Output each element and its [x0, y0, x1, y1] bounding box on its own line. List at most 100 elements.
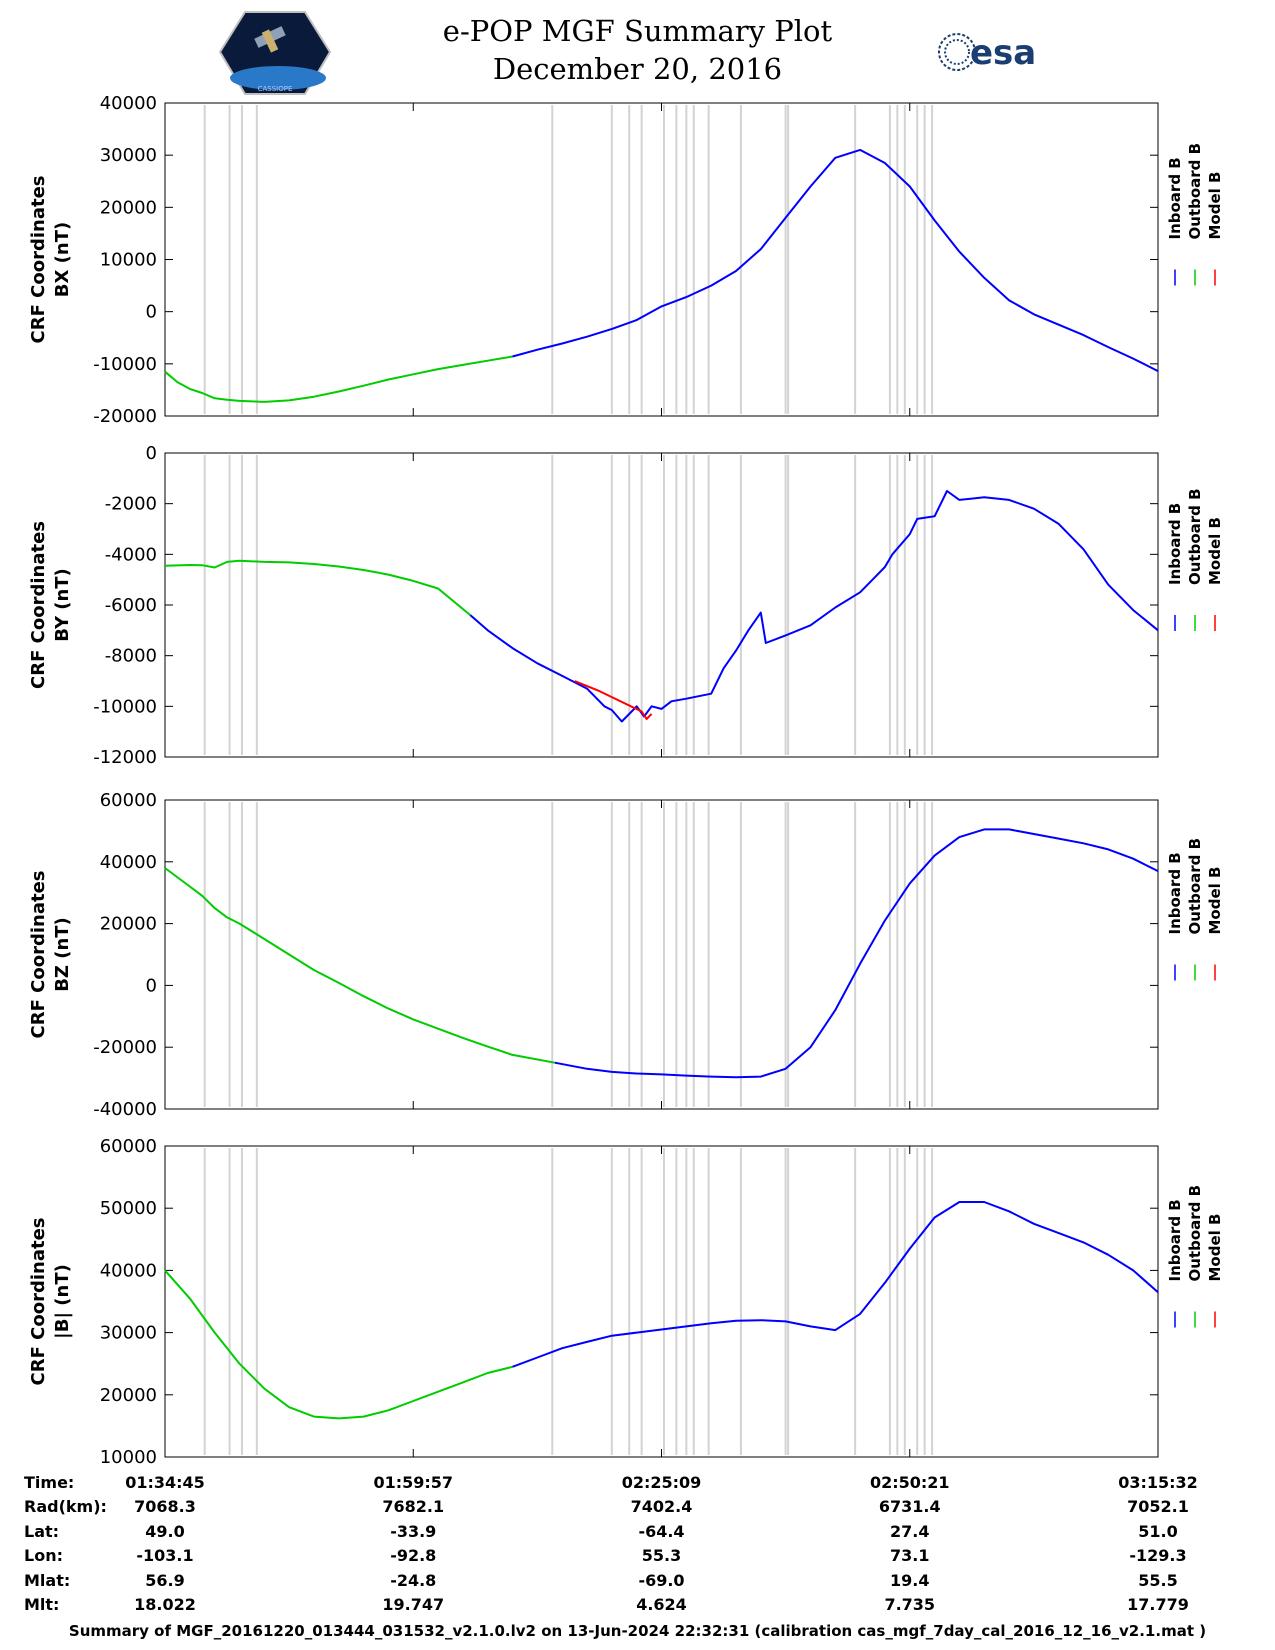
legend-label: Inboard B	[1166, 1199, 1184, 1281]
y-axis-label-line1: CRF Coordinates	[28, 1218, 49, 1386]
y-tick-label: 40000	[100, 1260, 157, 1281]
info-cell: -33.9	[390, 1522, 436, 1541]
info-cell: 7052.1	[1127, 1497, 1189, 1516]
series-line-outboard-b	[164, 1269, 513, 1420]
info-row-label: Time:	[24, 1473, 74, 1492]
info-row-label: Lon:	[24, 1546, 63, 1565]
y-tick-label: -20000	[93, 1037, 157, 1058]
esa-logo-icon: esa	[938, 33, 1036, 73]
legend-label: Model B	[1206, 172, 1224, 240]
y-tick-label: -2000	[105, 494, 157, 515]
series-line-inboard-b	[469, 490, 1159, 723]
info-cell: 55.3	[642, 1546, 681, 1565]
y-tick-label: -10000	[93, 696, 157, 717]
legend-label: Outboard B	[1186, 488, 1204, 585]
info-row-label: Rad(km):	[24, 1497, 107, 1516]
y-axis-label-line2: BY (nT)	[52, 568, 73, 642]
info-cell: 7.735	[884, 1595, 935, 1614]
y-axis-label-line1: CRF Coordinates	[28, 871, 49, 1039]
panel-0: 40000 30000 20000 10000 0 -10000 -20000 CRF Coo…	[28, 93, 1224, 427]
series-line-inboard-b	[512, 1201, 1159, 1368]
info-cell: -24.8	[390, 1571, 436, 1590]
info-row-label: Mlat:	[24, 1571, 70, 1590]
info-cell: 7402.4	[631, 1497, 693, 1516]
orbit-info-table: Time: Rad(km): Lat: Lon: Mlat: Mlt: 01:34:45 70…	[24, 1473, 1198, 1614]
y-tick-label: 30000	[100, 145, 157, 166]
y-tick-label: 60000	[100, 1136, 157, 1157]
y-tick-label: 10000	[100, 250, 157, 271]
info-cell: 6731.4	[879, 1497, 941, 1516]
y-tick-label: -8000	[105, 646, 157, 667]
y-tick-label: 40000	[100, 93, 157, 114]
y-tick-label: -10000	[93, 354, 157, 375]
info-cell: 17.779	[1127, 1595, 1189, 1614]
y-tick-label: -4000	[105, 544, 157, 565]
panel-2: 60000 40000 20000 0 -20000 -40000 CRF Coordina…	[28, 790, 1224, 1120]
info-cell: 18.022	[134, 1595, 196, 1614]
plot-date: December 20, 2016	[492, 52, 783, 86]
info-cell: 4.624	[636, 1595, 687, 1614]
info-cell: 51.0	[1138, 1522, 1177, 1541]
info-row-label: Lat:	[24, 1522, 59, 1541]
y-axis-label-line1: CRF Coordinates	[28, 521, 49, 689]
y-axis-label-line2: BZ (nT)	[52, 917, 73, 992]
y-tick-label: 0	[146, 302, 157, 323]
info-cell: 02:50:21	[870, 1473, 950, 1492]
info-cell: 01:59:57	[373, 1473, 453, 1492]
legend-label: Inboard B	[1166, 157, 1184, 239]
legend-label: Outboard B	[1186, 1185, 1204, 1282]
y-tick-label: 0	[146, 975, 157, 996]
y-axis-label-line1: CRF Coordinates	[28, 176, 49, 344]
series-line-inboard-b	[554, 828, 1159, 1079]
y-tick-label: -12000	[93, 747, 157, 768]
series-line-inboard-b	[512, 148, 1159, 372]
plot-frame	[164, 102, 1159, 417]
info-cell: 55.5	[1138, 1571, 1177, 1590]
y-tick-label: 40000	[100, 852, 157, 873]
plot-title: e-POP MGF Summary Plot	[442, 14, 833, 48]
legend-label: Model B	[1206, 867, 1224, 935]
legend-label: Inboard B	[1166, 852, 1184, 934]
info-cell: 01:34:45	[125, 1473, 205, 1492]
info-cell: 27.4	[890, 1522, 929, 1541]
info-row-label: Mlt:	[24, 1595, 59, 1614]
y-tick-label: 20000	[100, 197, 157, 218]
y-tick-label: 0	[146, 443, 157, 464]
y-tick-label: 10000	[100, 1447, 157, 1468]
y-tick-label: 60000	[100, 790, 157, 811]
info-cell: 7682.1	[382, 1497, 444, 1516]
plot-frame	[164, 1145, 1159, 1458]
info-cell: -103.1	[136, 1546, 193, 1565]
y-tick-label: 20000	[100, 914, 157, 935]
epop-logo-icon: CASSIOPE	[218, 11, 332, 95]
plot-frame	[164, 799, 1159, 1110]
panel-1: 0 -2000 -4000 -6000 -8000 -10000 -12000 CRF Coo…	[28, 443, 1224, 768]
legend-label: Inboard B	[1166, 503, 1184, 585]
info-cell: 19.4	[890, 1571, 929, 1590]
info-cell: 19.747	[382, 1595, 444, 1614]
legend-label: Outboard B	[1186, 143, 1204, 240]
info-cell: -129.3	[1129, 1546, 1186, 1565]
legend-label: Outboard B	[1186, 838, 1204, 935]
epop-logo-text: CASSIOPE	[258, 85, 293, 93]
series-line-outboard-b	[164, 559, 471, 616]
info-cell: 7068.3	[134, 1497, 196, 1516]
series-line-model-b	[574, 680, 653, 720]
y-tick-label: -20000	[93, 406, 157, 427]
y-tick-label: 20000	[100, 1385, 157, 1406]
series-line-outboard-b	[164, 355, 513, 403]
y-tick-label: -40000	[93, 1099, 157, 1120]
info-cell: 73.1	[890, 1546, 929, 1565]
info-cell: -69.0	[638, 1571, 684, 1590]
info-cell: 02:25:09	[622, 1473, 702, 1492]
y-tick-label: 30000	[100, 1323, 157, 1344]
info-cell: -92.8	[390, 1546, 436, 1565]
info-cell: 56.9	[145, 1571, 184, 1590]
series-line-outboard-b	[164, 867, 555, 1064]
y-axis-label-line2: |B| (nT)	[52, 1264, 73, 1339]
footer-summary: Summary of MGF_20161220_013444_031532_v2…	[68, 1622, 1207, 1640]
info-cell: 03:15:32	[1118, 1473, 1198, 1492]
legend-label: Model B	[1206, 1214, 1224, 1282]
legend-label: Model B	[1206, 517, 1224, 585]
